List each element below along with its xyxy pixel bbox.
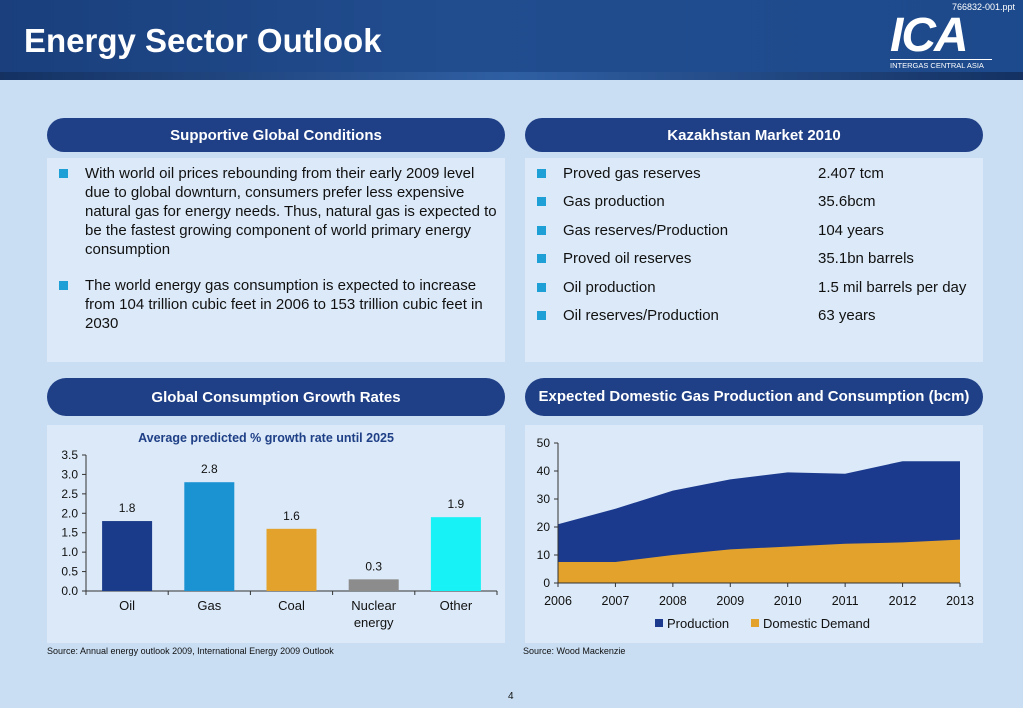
- y-tick-label: 1.0: [61, 545, 78, 559]
- ica-logo: ICA INTERGAS CENTRAL ASIA: [890, 9, 992, 71]
- x-tick-label: Nuclear energy: [351, 598, 396, 630]
- bar-other: [430, 517, 481, 591]
- header-stripe: [0, 72, 1023, 80]
- area-domestic-demand: [558, 539, 960, 583]
- logo-tagline: INTERGAS CENTRAL ASIA: [890, 59, 992, 71]
- market-row-label: Gas reserves/Production: [563, 221, 729, 239]
- conditions-bullet-text: With world oil prices rebounding from th…: [85, 165, 497, 258]
- bar-coal: [266, 528, 317, 591]
- bullet-icon: [59, 281, 68, 290]
- x-tick-label: 2010: [774, 594, 802, 608]
- market-row-value: 104 years: [818, 221, 884, 239]
- market-row-value: 1.5 mil barrels per day: [818, 278, 967, 296]
- x-tick-label: 2013: [946, 594, 974, 608]
- market-row-label: Gas production: [563, 193, 665, 211]
- bullet-icon: [537, 254, 546, 264]
- conditions-bullet-text: The world energy gas consumption is expe…: [85, 277, 483, 332]
- market-panel: Proved gas reserves 2.407 tcm Gas producti…: [525, 158, 983, 362]
- market-row-label: Oil reserves/Production: [563, 307, 719, 324]
- bullet-icon: [537, 282, 546, 292]
- gas-heading: Expected Domestic Gas Production and Con…: [525, 378, 983, 416]
- bullet-icon: [537, 169, 546, 178]
- y-tick-label: 10: [537, 548, 551, 562]
- y-tick-label: 2.0: [61, 506, 78, 520]
- gas-panel: 0 10 20 30 40 50 2006 2007 2008 2009 2010 2011 2012 2…: [525, 425, 983, 643]
- logo-letters: ICA: [890, 9, 969, 62]
- x-tick-label: Gas: [197, 598, 221, 613]
- y-tick-label: 0.5: [61, 565, 78, 579]
- conditions-panel: With world oil prices rebounding from th…: [47, 158, 505, 362]
- conditions-heading: Supportive Global Conditions: [47, 118, 505, 152]
- y-tick-label: 0: [543, 576, 550, 590]
- x-tick-label: 2007: [602, 594, 630, 608]
- x-tick-label: 2012: [889, 594, 917, 608]
- market-row-label: Proved gas reserves: [563, 165, 701, 182]
- market-heading: Kazakhstan Market 2010: [525, 118, 983, 152]
- page-number: 4: [508, 691, 514, 702]
- bar-oil: [102, 521, 153, 591]
- x-tick-label: 2011: [832, 594, 859, 608]
- market-row-value: 35.1bn barrels: [818, 250, 914, 268]
- header-bar: Energy Sector Outlook 766832-001.ppt ICA…: [0, 0, 1023, 80]
- file-reference: 766832-001.ppt: [951, 2, 1015, 12]
- gas-source: Source: Wood Mackenzie: [523, 646, 626, 656]
- growth-bar-chart: Average predicted % growth rate until 20…: [61, 431, 498, 630]
- x-tick-label: Coal: [278, 598, 305, 613]
- y-tick-label: 3.5: [61, 448, 78, 462]
- legend-swatch: [655, 619, 663, 627]
- chart-title: Average predicted % growth rate until 20…: [138, 431, 394, 445]
- y-tick-label: 50: [537, 436, 551, 450]
- y-tick-label: 2.5: [61, 487, 78, 501]
- data-label: 1.6: [283, 509, 300, 523]
- x-tick-label: 2009: [716, 594, 744, 608]
- bullet-icon: [59, 169, 68, 178]
- market-row-value: 35.6bcm: [818, 193, 876, 211]
- data-label: 2.8: [201, 462, 218, 476]
- market-row-label: Proved oil reserves: [563, 250, 692, 268]
- growth-heading: Global Consumption Growth Rates: [47, 378, 505, 416]
- x-tick-label: Other: [440, 598, 473, 613]
- bullet-icon: [537, 197, 546, 207]
- bar-gas: [184, 482, 235, 591]
- y-tick-label: 0.0: [61, 584, 78, 598]
- legend-label: Domestic Demand: [763, 616, 870, 631]
- growth-panel: Average predicted % growth rate until 20…: [47, 425, 505, 643]
- legend-label: Production: [667, 616, 729, 631]
- legend-swatch: [751, 619, 759, 627]
- page-title: Energy Sector Outlook: [24, 22, 382, 59]
- x-tick-label: 2006: [544, 594, 572, 608]
- gas-area-chart: 0 10 20 30 40 50 2006 2007 2008 2009 2010 2011 2012 2…: [537, 436, 974, 631]
- data-label: 1.8: [119, 501, 136, 515]
- market-row-value: 63 years: [818, 307, 876, 324]
- y-tick-label: 40: [537, 464, 551, 478]
- x-tick-label: 2008: [659, 594, 687, 608]
- data-label: 1.9: [448, 497, 465, 511]
- y-tick-label: 1.5: [61, 526, 78, 540]
- y-tick-label: 30: [537, 492, 551, 506]
- growth-source: Source: Annual energy outlook 2009, Inte…: [47, 646, 334, 656]
- y-tick-label: 3.0: [61, 467, 78, 481]
- x-tick-label: Oil: [119, 598, 135, 613]
- bullet-icon: [537, 225, 546, 235]
- data-label: 0.3: [365, 559, 382, 573]
- y-tick-label: 20: [537, 520, 551, 534]
- market-row-label: Oil production: [563, 278, 656, 296]
- bar-nuclear-energy: [348, 579, 399, 591]
- market-row-value: 2.407 tcm: [818, 165, 884, 182]
- bullet-icon: [537, 311, 546, 320]
